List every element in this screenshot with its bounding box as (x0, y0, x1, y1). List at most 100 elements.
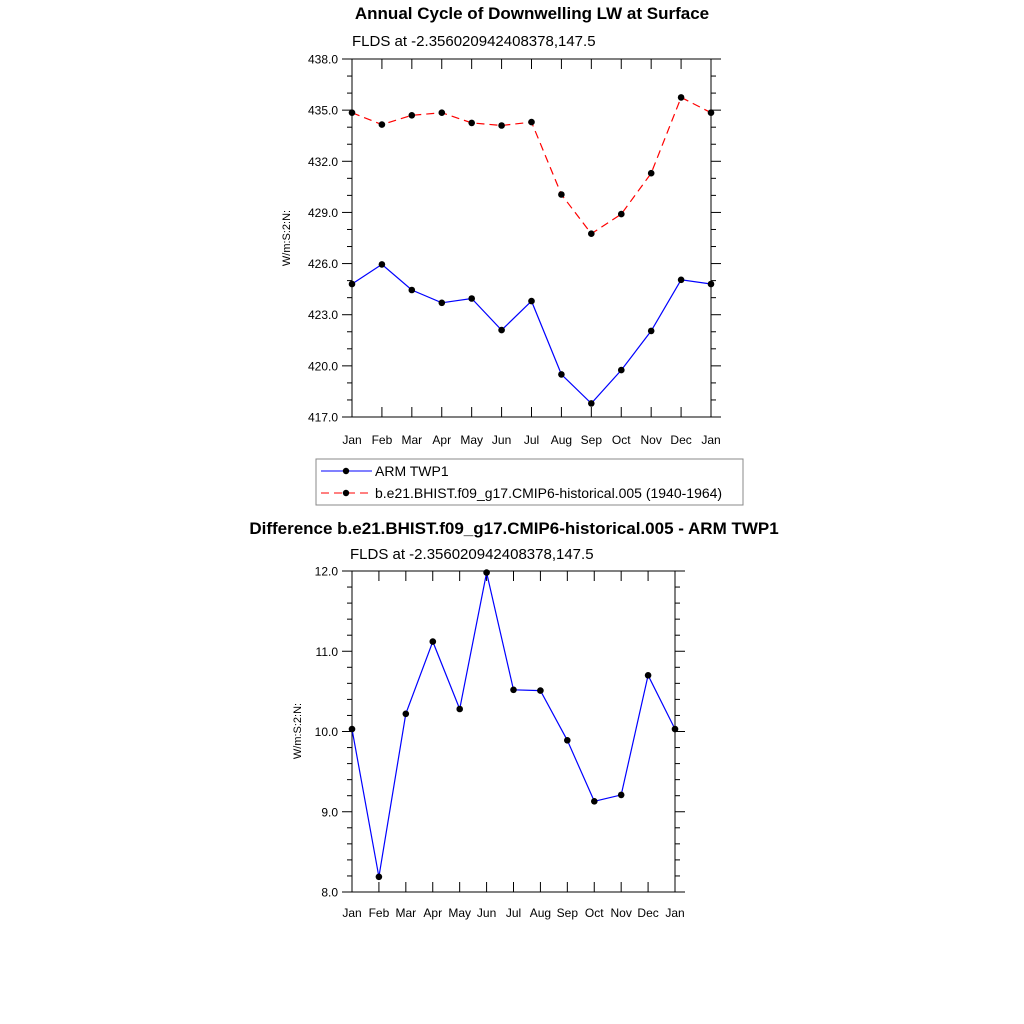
data-point (375, 873, 383, 881)
x-tick-labels: Jan Feb Mar Apr May Jun Jul Aug Sep Oct Nov Dec Jan (342, 433, 720, 447)
series-lines (351, 572, 676, 877)
data-point (483, 569, 490, 576)
data-point (378, 121, 386, 128)
x-tick-label: Aug (530, 906, 551, 920)
x-tick-label: Nov (610, 906, 631, 920)
chart-title: Difference b.e21.BHIST.f09_g17.CMIP6-his… (249, 519, 778, 538)
x-tick-label: Mar (395, 906, 416, 920)
data-point (378, 261, 386, 268)
plot-frame (351, 570, 676, 893)
series-lines (351, 96, 712, 405)
data-point (677, 276, 685, 284)
series-line-0 (351, 263, 712, 405)
y-tick-label: 8.0 (321, 886, 338, 900)
data-point (591, 798, 598, 805)
plot-frame (351, 58, 712, 418)
legend-label-model: b.e21.BHIST.f09_g17.CMIP6-historical.005… (375, 485, 722, 501)
x-tick-label: Oct (612, 433, 631, 447)
data-point (618, 366, 625, 374)
data-point (348, 109, 356, 116)
difference-chart: Difference b.e21.BHIST.f09_g17.CMIP6-his… (249, 519, 778, 920)
y-tick-label: 10.0 (315, 725, 339, 739)
data-point (438, 299, 446, 307)
data-point (408, 112, 416, 119)
y-tick-label: 417.0 (308, 411, 338, 425)
annual-cycle-chart: Annual Cycle of Downwelling LW at Surfac… (281, 4, 721, 447)
y-axis-label: W/m:S:2:N: (292, 703, 304, 759)
x-tick-label: Jan (701, 433, 720, 447)
data-point (707, 280, 715, 288)
x-tick-label: Oct (585, 906, 604, 920)
y-tick-label: 429.0 (308, 206, 338, 220)
data-point (537, 687, 544, 694)
data-point (647, 327, 655, 335)
legend-label-arm-twp1: ARM TWP1 (375, 463, 449, 479)
x-tick-label: May (460, 433, 483, 447)
x-tick-label: Jul (524, 433, 539, 447)
chart-title: Annual Cycle of Downwelling LW at Surfac… (355, 4, 709, 23)
y-tick-label: 11.0 (316, 645, 339, 659)
y-tick-label: 435.0 (308, 104, 338, 118)
x-tick-label: Aug (551, 433, 572, 447)
data-point (528, 297, 535, 305)
x-tick-label: Apr (423, 906, 442, 920)
x-tick-label: Nov (640, 433, 661, 447)
data-point (677, 94, 685, 101)
data-point (617, 791, 625, 799)
series-markers (348, 94, 715, 407)
x-tick-label: May (448, 906, 471, 920)
x-tick-label: Jan (342, 906, 361, 920)
data-point (456, 705, 464, 713)
y-tick-label: 438.0 (308, 53, 338, 67)
axis-ticks (342, 570, 685, 893)
data-point (528, 118, 535, 126)
data-point (588, 230, 595, 237)
data-point (498, 122, 505, 129)
data-point (408, 286, 416, 294)
data-point (468, 119, 476, 127)
x-tick-labels: Jan Feb Mar Apr May Jun Jul Aug Sep Oct Nov Dec Jan (342, 906, 684, 920)
data-point (510, 686, 517, 694)
y-tick-labels: 8.0 9.0 10.0 11.0 12.0 (315, 565, 339, 900)
x-tick-label: Jul (506, 906, 521, 920)
data-point (498, 326, 505, 334)
y-axis-label: W/m:S:2:N: (281, 210, 293, 266)
data-point (707, 109, 715, 116)
x-tick-label: Dec (637, 906, 658, 920)
data-point (671, 725, 679, 733)
x-tick-label: Jan (342, 433, 361, 447)
y-tick-labels: 417.0 420.0 423.0 426.0 429.0 432.0 435.0 438.0 (308, 53, 338, 425)
y-tick-label: 423.0 (308, 308, 338, 322)
y-tick-label: 426.0 (308, 257, 338, 271)
data-point (348, 725, 356, 733)
data-point (644, 672, 652, 679)
data-point (468, 295, 476, 302)
data-point (618, 210, 625, 218)
x-tick-label: Jun (477, 906, 496, 920)
legend-marker-model (342, 489, 350, 497)
series-markers (348, 569, 679, 881)
data-point (429, 638, 437, 645)
y-tick-label: 12.0 (315, 565, 339, 579)
data-point (402, 710, 410, 718)
chart-subtitle: FLDS at -2.356020942408378,147.5 (352, 33, 596, 50)
legend: ARM TWP1 b.e21.BHIST.f09_g17.CMIP6-histo… (315, 458, 744, 506)
legend-marker-arm-twp1 (342, 467, 350, 475)
series-line-1 (351, 96, 712, 235)
data-point (647, 169, 655, 177)
data-point (348, 280, 356, 288)
x-tick-label: Jun (492, 433, 511, 447)
legend-box (315, 458, 744, 506)
x-tick-label: Dec (670, 433, 691, 447)
y-tick-label: 432.0 (308, 155, 338, 169)
x-tick-label: Sep (581, 433, 603, 447)
x-tick-label: Mar (401, 433, 422, 447)
data-point (558, 191, 565, 198)
series-line-0 (351, 572, 676, 877)
data-point (558, 371, 565, 378)
x-tick-label: Jan (665, 906, 684, 920)
y-tick-label: 420.0 (308, 359, 338, 373)
x-tick-label: Feb (369, 906, 390, 920)
data-point (588, 400, 595, 407)
